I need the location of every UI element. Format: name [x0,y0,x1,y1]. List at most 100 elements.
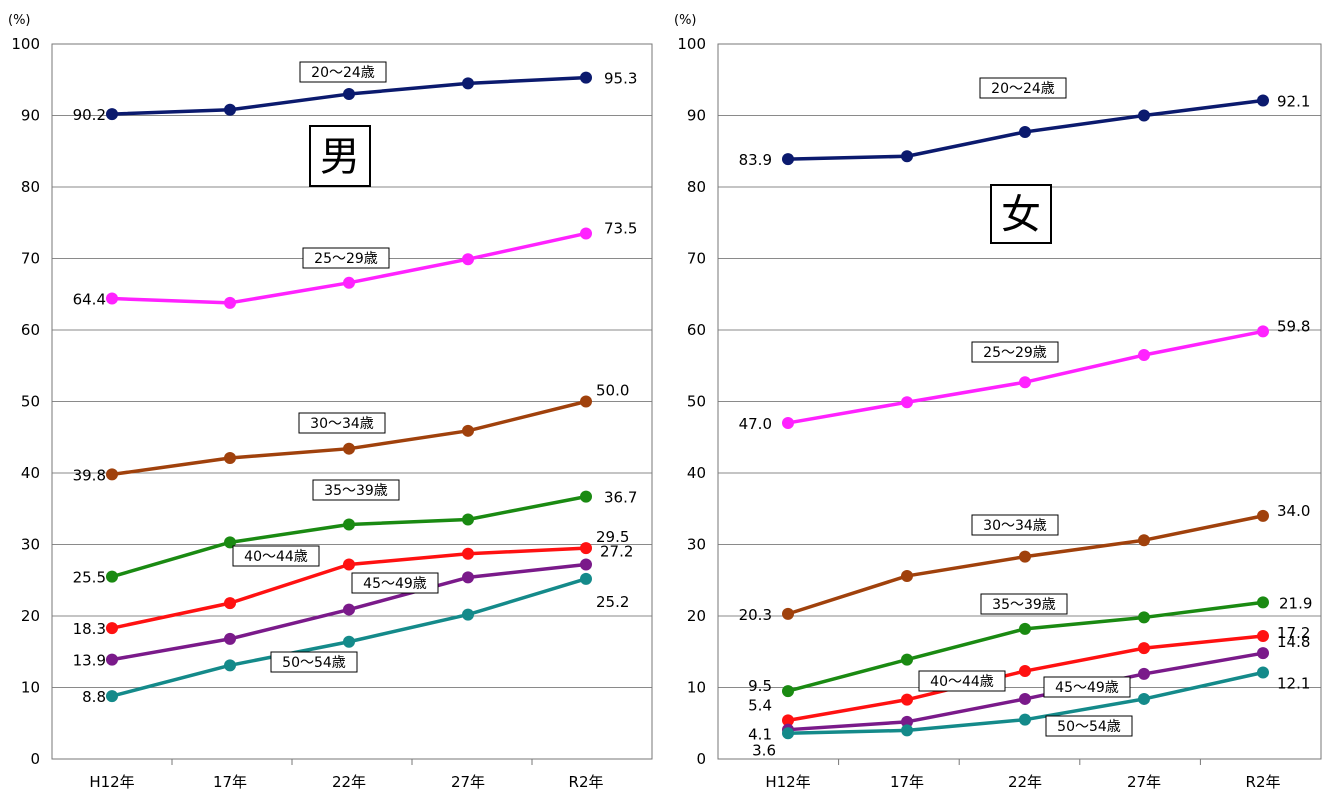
x-tick-label: R2年 [1246,773,1281,791]
series-name-box [351,572,439,594]
y-tick-label: 70 [21,250,40,268]
x-tick-label: H12年 [765,773,810,791]
data-label: 95.3 [604,70,637,88]
data-label: 34.0 [1277,502,1310,520]
data-point [1138,109,1150,122]
x-tick-label: 17年 [213,773,247,791]
gender-box [309,125,371,187]
data-point [901,653,913,666]
data-label: 59.8 [1277,317,1310,335]
data-point [343,276,355,289]
series-name-box [980,593,1068,615]
data-point [462,253,474,266]
x-tick-label: 17年 [890,773,924,791]
series-name-box [298,412,386,434]
y-tick-label: 40 [687,464,706,482]
series-name-label: 40〜44歳 [244,549,308,565]
x-tick-label: 27年 [451,773,485,791]
data-point [1257,94,1269,107]
data-point [343,635,355,648]
y-tick-label: 60 [687,321,706,339]
data-point [1019,376,1031,389]
data-point [106,468,118,481]
data-label: 92.1 [1277,92,1310,110]
data-point [580,558,592,571]
data-point [1257,666,1269,679]
series-name-box [971,341,1059,363]
data-label: 17.2 [1277,624,1310,642]
data-point [106,622,118,635]
data-point [901,396,913,409]
data-point [224,451,236,464]
y-tick-label: 90 [687,107,706,125]
data-point [1138,349,1150,362]
unit-label: (%) [8,13,31,28]
chart-panel-1: 0 10 20 30 40 50 60 70 80 90 100 H12年 17年 22年 27年 R2年 (%… [8,13,653,791]
data-label: 64.4 [73,291,106,309]
y-tick-label: 20 [687,607,706,625]
data-point [106,108,118,121]
data-point [901,715,913,728]
data-point [106,570,118,583]
data-point [1257,325,1269,338]
data-point [343,442,355,455]
x-tick-label: 27年 [1127,773,1161,791]
y-tick-label: 90 [21,107,40,125]
y-tick-label: 70 [687,250,706,268]
data-label: 13.9 [73,652,106,670]
data-label: 39.8 [73,466,106,484]
data-label: 50.0 [596,382,629,400]
gender-label: 女 [1001,192,1041,238]
data-point [901,569,913,582]
series-name-label: 40〜44歳 [930,674,994,690]
data-point [343,518,355,531]
series-name-label: 50〜54歳 [282,655,346,671]
data-label: 12.1 [1277,674,1310,692]
data-point [1138,667,1150,680]
series-name-label: 25〜29歳 [314,251,378,267]
data-point [1257,509,1269,522]
chart-panel-2: 0 10 20 30 40 50 60 70 80 90 100 H12年 17年 22年 27年 R2年 (%… [674,13,1322,791]
data-point [1019,665,1031,678]
data-label: 29.5 [596,528,629,546]
series-name-label: 35〜39歳 [324,483,388,499]
data-point [580,395,592,408]
data-point [1019,713,1031,726]
data-point [462,608,474,621]
data-label: 73.5 [604,219,637,237]
plot-frame [51,43,653,760]
plot-frame [717,43,1322,760]
data-label: 36.7 [604,489,637,507]
y-tick-label: 80 [687,178,706,196]
data-label: 47.0 [739,415,772,433]
y-tick-label: 50 [21,393,40,411]
data-label: 21.9 [1279,594,1312,612]
data-point [580,71,592,84]
y-tick-label: 50 [687,393,706,411]
data-label: 20.3 [739,606,772,624]
series-name-box [299,61,387,83]
data-point [580,542,592,555]
data-point [782,607,794,620]
data-label: 27.2 [600,543,633,561]
data-label: 25.5 [73,569,106,587]
series-name-box [979,77,1067,99]
series-name-label: 20〜24歳 [991,81,1055,97]
x-tick-label: 22年 [332,773,366,791]
data-point [343,603,355,616]
data-point [224,536,236,549]
series-name-label: 35〜39歳 [992,597,1056,613]
unit-label: (%) [674,13,697,28]
series-name-box [918,670,1006,692]
series-name-box [1045,715,1133,737]
data-point [224,103,236,116]
data-point [224,296,236,309]
series-name-label: 30〜34歳 [983,518,1047,534]
y-tick-label: 80 [21,178,40,196]
data-point [1257,596,1269,609]
y-tick-label: 10 [687,679,706,697]
data-point [1138,534,1150,547]
data-point [782,416,794,429]
data-point [106,653,118,666]
